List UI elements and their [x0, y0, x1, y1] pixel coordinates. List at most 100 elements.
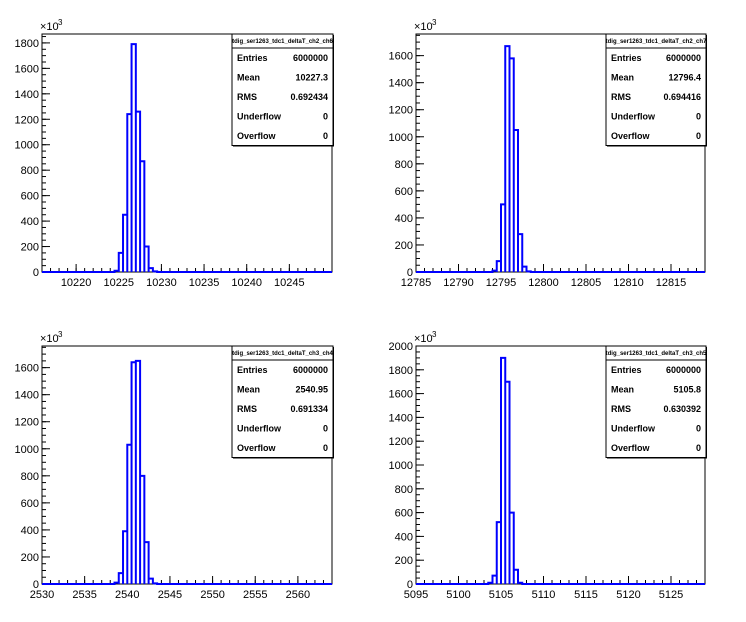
stats-value: 10227.3 [295, 73, 328, 83]
y-exponent-label: ×10 [40, 21, 59, 33]
histogram-bin [140, 161, 144, 272]
x-tick-label: 2535 [72, 589, 96, 601]
stats-value: 0.691334 [290, 404, 328, 414]
y-tick-label: 800 [21, 165, 39, 177]
stats-label: RMS [611, 92, 631, 102]
stats-label: Mean [611, 73, 634, 83]
histogram-bin [505, 382, 509, 584]
y-tick-label: 1600 [389, 389, 413, 401]
y-exponent-label: ×10 [414, 333, 433, 345]
x-tick-label: 5120 [616, 589, 640, 601]
stats-value: 0.694416 [663, 92, 701, 102]
stats-value: 0.630392 [663, 404, 701, 414]
y-tick-label: 200 [395, 555, 413, 567]
x-tick-label: 12810 [613, 277, 644, 289]
histogram-line [416, 45, 705, 273]
histogram-bin [123, 215, 127, 272]
stats-title: tdig_ser1263_tdc1_deltaT_ch3_ch5 [606, 351, 707, 357]
stats-label: Underflow [237, 112, 282, 122]
y-tick-label: 600 [21, 498, 39, 510]
stats-label: Entries [237, 53, 268, 63]
histogram-bin [497, 261, 501, 272]
y-tick-label: 800 [21, 471, 39, 483]
y-tick-label: 1200 [389, 436, 413, 448]
y-tick-label: 600 [395, 186, 413, 198]
y-tick-label: 1000 [389, 460, 413, 472]
y-tick-label: 1000 [15, 444, 39, 456]
histogram-bin [505, 46, 509, 272]
histogram-bin [144, 542, 148, 584]
y-tick-label: 1400 [15, 89, 39, 101]
histogram-bin [127, 114, 131, 272]
stats-title: tdig_ser1263_tdc1_deltaT_ch2_ch6 [232, 39, 333, 45]
x-tick-label: 10225 [103, 277, 134, 289]
y-tick-label: 200 [21, 242, 39, 254]
y-tick-label: 2000 [389, 341, 413, 353]
histogram-bin [501, 358, 505, 584]
stats-value: 6000000 [293, 53, 328, 63]
stats-value: 6000000 [666, 365, 701, 375]
histogram-bin [497, 522, 501, 584]
x-tick-label: 2555 [243, 589, 267, 601]
histogram-bin [514, 570, 518, 584]
stats-label: Mean [611, 385, 634, 395]
x-tick-label: 2550 [200, 589, 224, 601]
histogram-bin [119, 573, 123, 584]
histogram-bin [149, 579, 153, 584]
x-tick-label: 2545 [158, 589, 182, 601]
stats-value: 5105.8 [673, 385, 701, 395]
y-tick-label: 1800 [389, 365, 413, 377]
stats-label: Underflow [611, 112, 656, 122]
y-tick-label: 400 [395, 531, 413, 543]
stats-label: Entries [611, 53, 642, 63]
histogram-bin [153, 583, 157, 584]
histogram-bin [510, 58, 514, 272]
x-tick-label: 5105 [489, 589, 513, 601]
y-tick-label: 400 [21, 525, 39, 537]
histogram-bin [510, 513, 514, 584]
y-exponent-power: 3 [432, 330, 437, 339]
y-tick-label: 1800 [15, 38, 39, 50]
y-tick-label: 600 [395, 508, 413, 520]
histogram-bin [136, 112, 140, 272]
histogram-bin [140, 476, 144, 584]
histogram-bin [501, 204, 505, 272]
stats-value: 0 [323, 112, 328, 122]
y-tick-label: 0 [33, 579, 39, 591]
histogram-bin [136, 361, 140, 584]
y-exponent-label: ×10 [40, 333, 59, 345]
y-tick-label: 1200 [15, 114, 39, 126]
stats-label: RMS [237, 404, 257, 414]
y-tick-label: 1000 [389, 132, 413, 144]
y-tick-label: 0 [33, 267, 39, 279]
histogram-line [42, 43, 332, 273]
histogram-bin [144, 247, 148, 272]
histogram-bin [527, 271, 531, 272]
y-exponent-label: ×10 [414, 21, 433, 33]
stats-value: 0 [696, 443, 701, 453]
stats-label: Entries [237, 365, 268, 375]
stats-label: RMS [237, 92, 257, 102]
y-tick-label: 1600 [389, 51, 413, 63]
y-exponent-power: 3 [432, 18, 437, 27]
stats-label: RMS [611, 404, 631, 414]
stats-value: 2540.95 [295, 385, 328, 395]
y-tick-label: 1400 [389, 412, 413, 424]
histogram-panel: 12785 12790 12795 12800 12805 12810 12815 0 200 4… [389, 18, 708, 289]
x-tick-label: 12795 [486, 277, 517, 289]
x-tick-label: 2530 [30, 589, 54, 601]
stats-value: 0 [323, 443, 328, 453]
stats-label: Mean [237, 385, 260, 395]
stats-label: Underflow [237, 424, 282, 434]
x-tick-label: 5115 [574, 589, 598, 601]
y-tick-label: 1200 [389, 105, 413, 117]
y-tick-label: 200 [21, 552, 39, 564]
x-tick-label: 12805 [571, 277, 602, 289]
y-tick-label: 0 [407, 579, 413, 591]
x-tick-label: 2540 [115, 589, 139, 601]
x-tick-label: 12800 [528, 277, 559, 289]
stats-label: Overflow [237, 131, 277, 141]
x-tick-label: 10230 [146, 277, 177, 289]
histogram-bin [115, 583, 119, 584]
